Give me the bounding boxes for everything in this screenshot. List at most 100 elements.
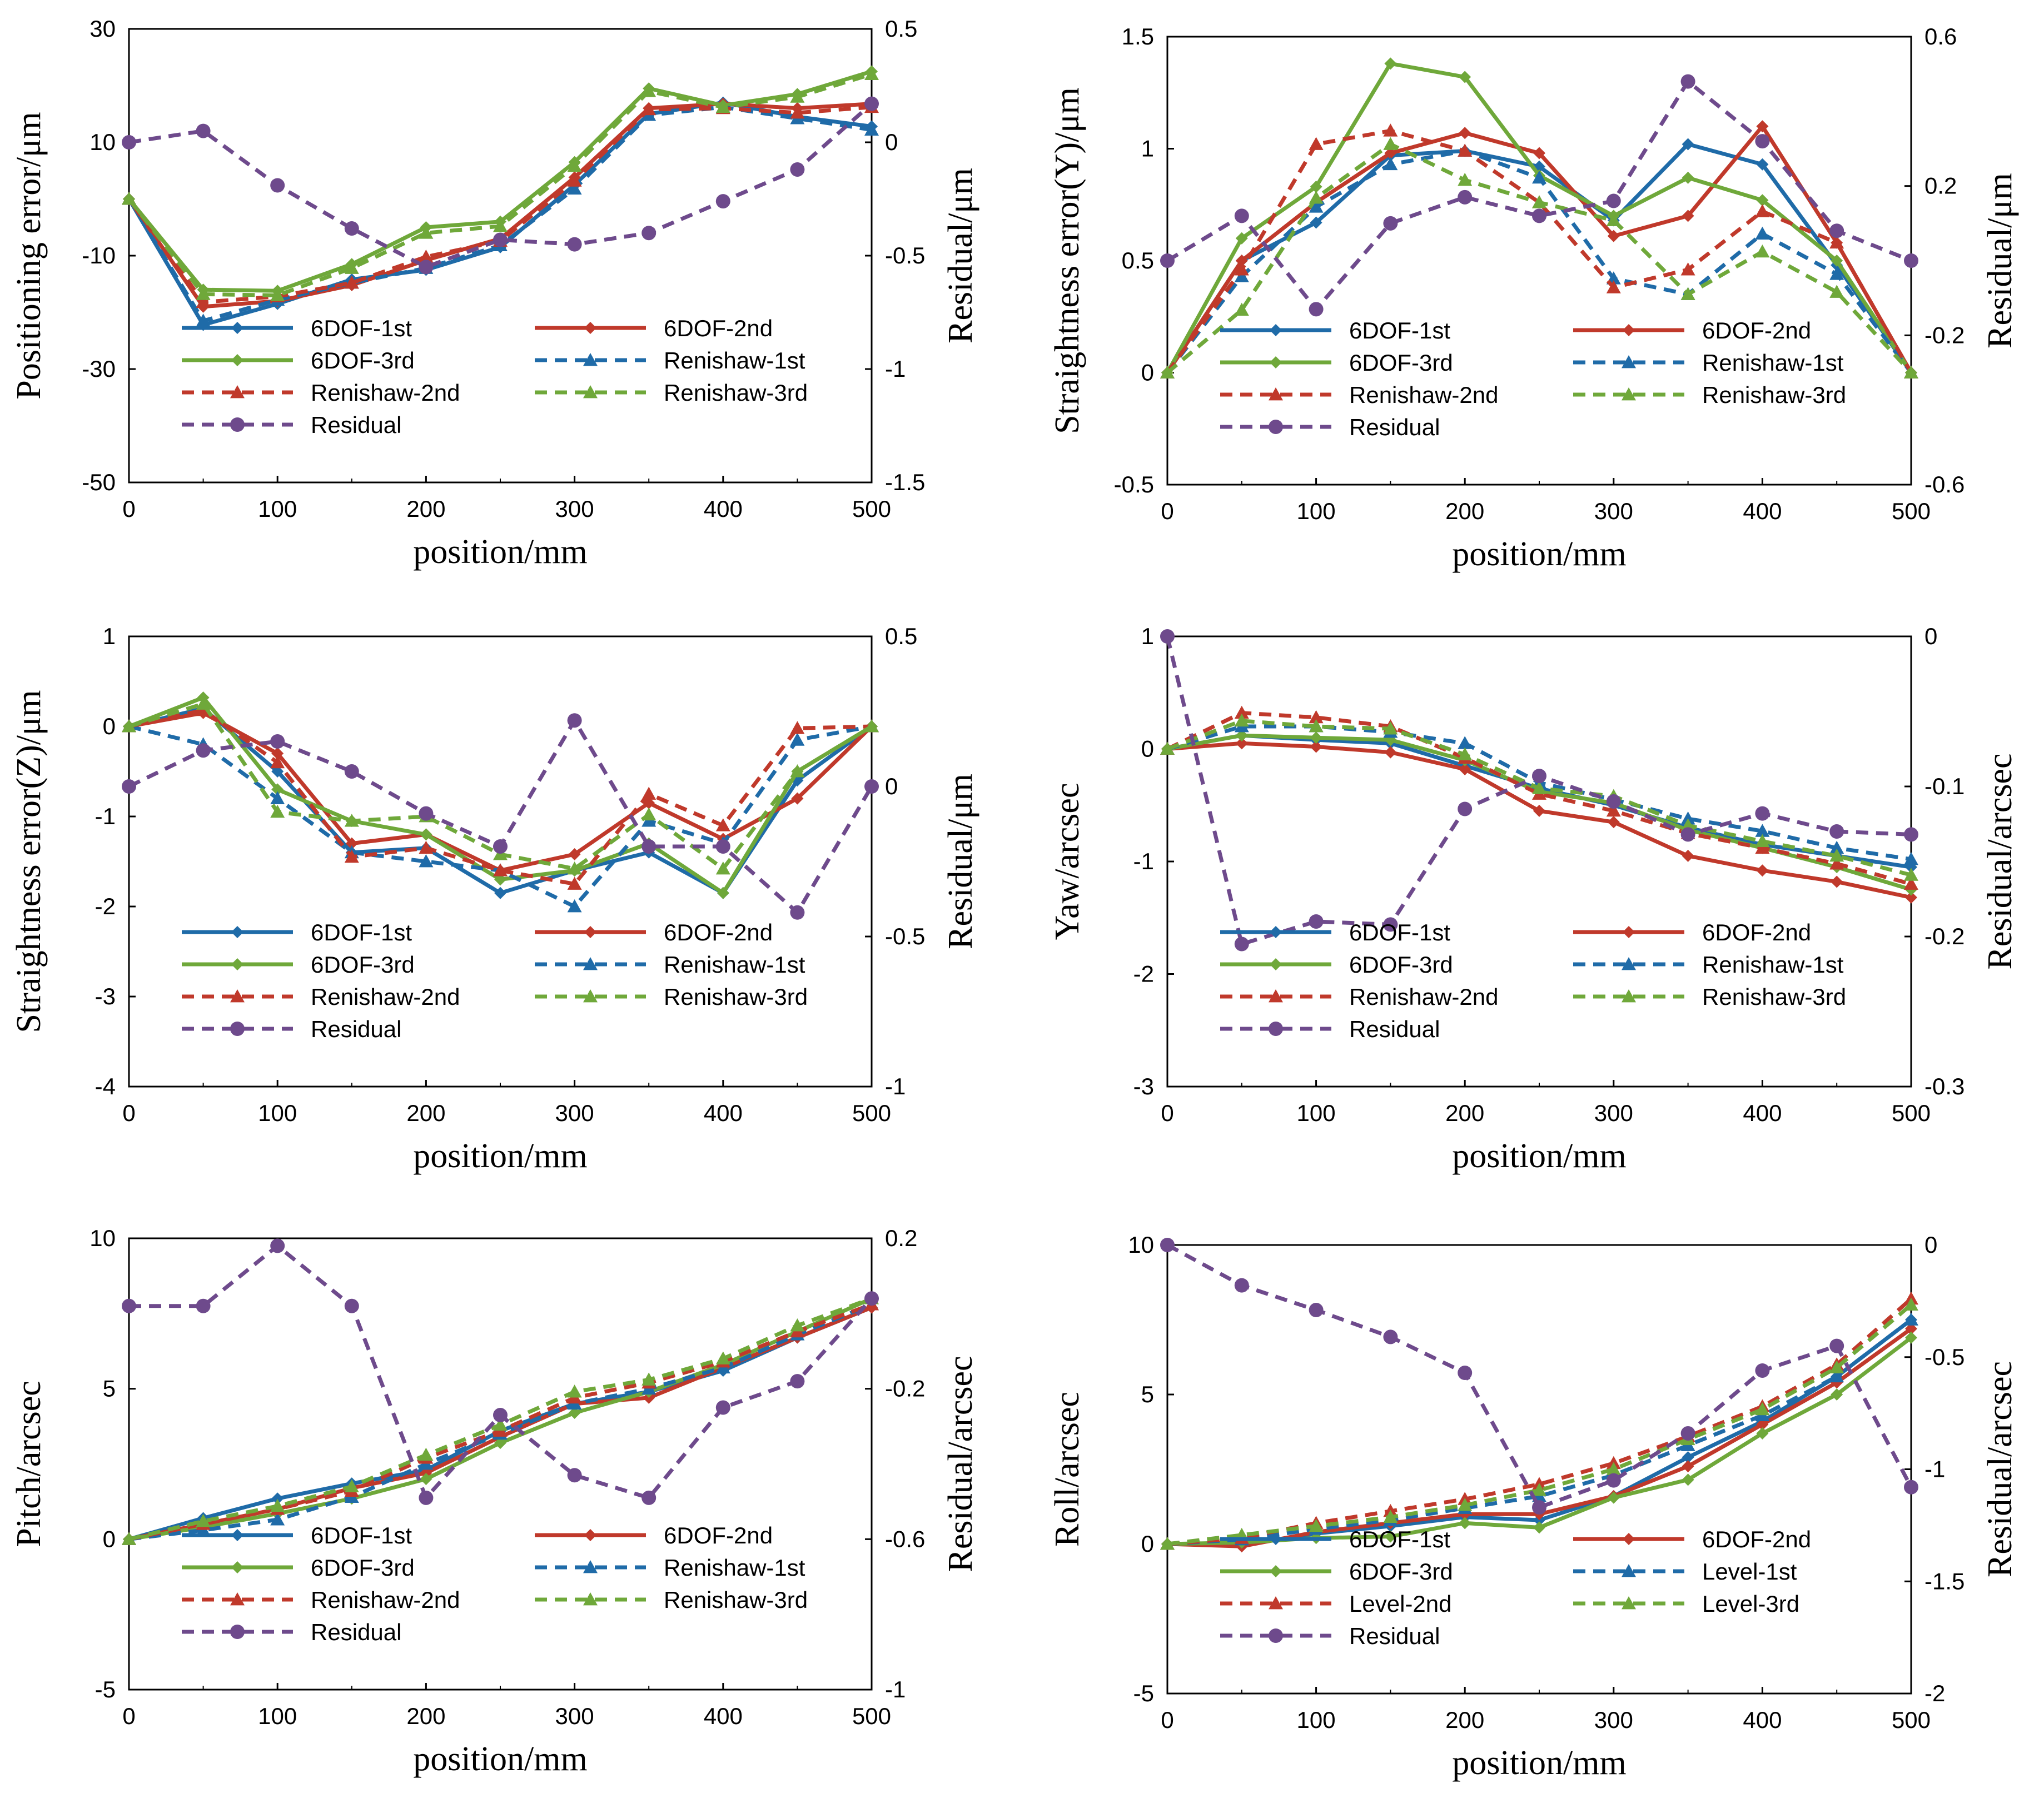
data-point bbox=[419, 250, 434, 263]
data-point bbox=[1532, 781, 1546, 794]
data-point bbox=[270, 804, 285, 818]
data-point bbox=[864, 779, 879, 794]
x-tick-label: 200 bbox=[406, 496, 445, 522]
data-point bbox=[1458, 801, 1473, 816]
data-point bbox=[567, 713, 582, 728]
data-point bbox=[1606, 193, 1621, 208]
y-axis-label: Straightness error(Z)/μm bbox=[10, 690, 48, 1033]
data-point bbox=[715, 861, 730, 875]
legend-label: Level-3rd bbox=[1702, 1591, 1799, 1617]
legend-marker bbox=[583, 385, 598, 399]
data-point bbox=[1904, 1297, 1918, 1311]
legend-marker bbox=[231, 1529, 243, 1541]
y2-axis-label: Residual/μm bbox=[942, 774, 979, 949]
data-point bbox=[419, 854, 434, 868]
data-point bbox=[1755, 1402, 1770, 1416]
x-tick-label: 300 bbox=[555, 1100, 594, 1126]
legend-item: Residual bbox=[1220, 414, 1440, 440]
x-tick-label: 500 bbox=[1892, 498, 1931, 524]
data-point bbox=[1532, 195, 1546, 208]
legend-label: 6DOF-2nd bbox=[1702, 1526, 1811, 1552]
data-point bbox=[1309, 719, 1324, 733]
y-tick-label: 10 bbox=[89, 129, 116, 155]
data-point bbox=[1904, 253, 1918, 268]
data-point bbox=[1532, 1500, 1546, 1515]
legend-item: Renishaw-1st bbox=[535, 347, 805, 373]
series-line bbox=[1167, 733, 1912, 869]
y-tick-label: 30 bbox=[89, 16, 116, 42]
y-tick-label: 1 bbox=[1141, 623, 1154, 649]
legend-label: Renishaw-3rd bbox=[1702, 382, 1846, 408]
data-point bbox=[1309, 914, 1324, 929]
legend: 6DOF-1st 6DOF-2nd 6DOF-3rd Renishaw-1st Reni… bbox=[1220, 317, 1846, 440]
legend-item: Residual bbox=[182, 1016, 401, 1042]
data-point bbox=[864, 122, 879, 136]
data-point bbox=[1755, 204, 1770, 217]
legend-item: Level-2nd bbox=[1220, 1591, 1451, 1617]
data-point bbox=[122, 779, 136, 794]
x-tick-label: 0 bbox=[1161, 1100, 1173, 1126]
data-point bbox=[568, 848, 581, 861]
y-tick-label: 1 bbox=[103, 623, 116, 649]
x-tick-label: 500 bbox=[852, 1703, 891, 1729]
data-point bbox=[419, 226, 434, 239]
legend-label: Residual bbox=[311, 412, 401, 438]
legend-label: Residual bbox=[1349, 414, 1440, 440]
y2-tick-label: -0.1 bbox=[1924, 773, 1965, 799]
chart-panel-6: 0 100 200 300 400 500 -5 0 5 10 -2 -1.5 -1 -0.5 0 posit… bbox=[1048, 1232, 2019, 1782]
data-point bbox=[1160, 741, 1175, 755]
data-point bbox=[1756, 864, 1769, 877]
y-tick-label: -3 bbox=[95, 983, 116, 1009]
legend-label: 6DOF-2nd bbox=[664, 919, 773, 945]
data-point bbox=[270, 755, 285, 769]
data-point bbox=[1905, 891, 1917, 904]
legend-item: Residual bbox=[1220, 1016, 1440, 1042]
data-point bbox=[1680, 818, 1695, 831]
data-point bbox=[1607, 230, 1620, 242]
legend-marker bbox=[230, 989, 245, 1003]
legend-item: 6DOF-2nd bbox=[1573, 317, 1811, 343]
legend-marker bbox=[1623, 926, 1635, 938]
data-point bbox=[1680, 827, 1695, 842]
data-point bbox=[567, 1384, 582, 1398]
y2-tick-label: -1 bbox=[885, 356, 906, 382]
data-point bbox=[1904, 365, 1918, 378]
legend-label: Residual bbox=[311, 1619, 401, 1645]
data-point bbox=[1459, 763, 1471, 775]
series-line bbox=[1166, 128, 1913, 374]
data-point bbox=[1682, 1473, 1694, 1486]
data-point bbox=[1829, 223, 1844, 238]
plot-frame bbox=[1166, 635, 1912, 1088]
data-point bbox=[567, 237, 582, 252]
series-renishaw-3rd bbox=[122, 67, 879, 301]
data-point bbox=[196, 295, 211, 308]
legend-item: Renishaw-1st bbox=[535, 952, 805, 978]
data-point bbox=[196, 1298, 211, 1313]
legend-marker bbox=[1622, 957, 1636, 970]
legend-item: 6DOF-3rd bbox=[1220, 350, 1453, 376]
data-point bbox=[1234, 705, 1249, 719]
y2-tick-label: 0.2 bbox=[885, 1225, 917, 1251]
data-point bbox=[1533, 804, 1545, 817]
x-tick-label: 100 bbox=[258, 1100, 297, 1126]
data-point bbox=[864, 67, 879, 80]
legend-marker bbox=[230, 385, 245, 399]
data-point bbox=[864, 1291, 879, 1306]
x-tick-label: 500 bbox=[1892, 1707, 1931, 1733]
y2-tick-label: 0.5 bbox=[885, 623, 917, 649]
data-point bbox=[1458, 143, 1473, 157]
legend-marker bbox=[1622, 1564, 1636, 1577]
legend-marker bbox=[1270, 324, 1282, 336]
legend-marker bbox=[1622, 355, 1636, 368]
legend-item: Level-3rd bbox=[1573, 1591, 1799, 1617]
data-point bbox=[1310, 731, 1322, 744]
legend-marker bbox=[1269, 1022, 1283, 1036]
x-tick-label: 100 bbox=[258, 496, 297, 522]
data-point bbox=[1459, 1517, 1471, 1530]
data-point bbox=[270, 734, 285, 749]
data-point bbox=[1383, 216, 1398, 231]
data-point bbox=[1829, 1360, 1844, 1373]
data-point bbox=[864, 96, 879, 111]
data-point bbox=[1458, 172, 1473, 186]
chart-panel-1: 0 100 200 300 400 500 -50 -30 -10 10 30 -1.5 -1 -0.5 0… bbox=[10, 16, 979, 571]
